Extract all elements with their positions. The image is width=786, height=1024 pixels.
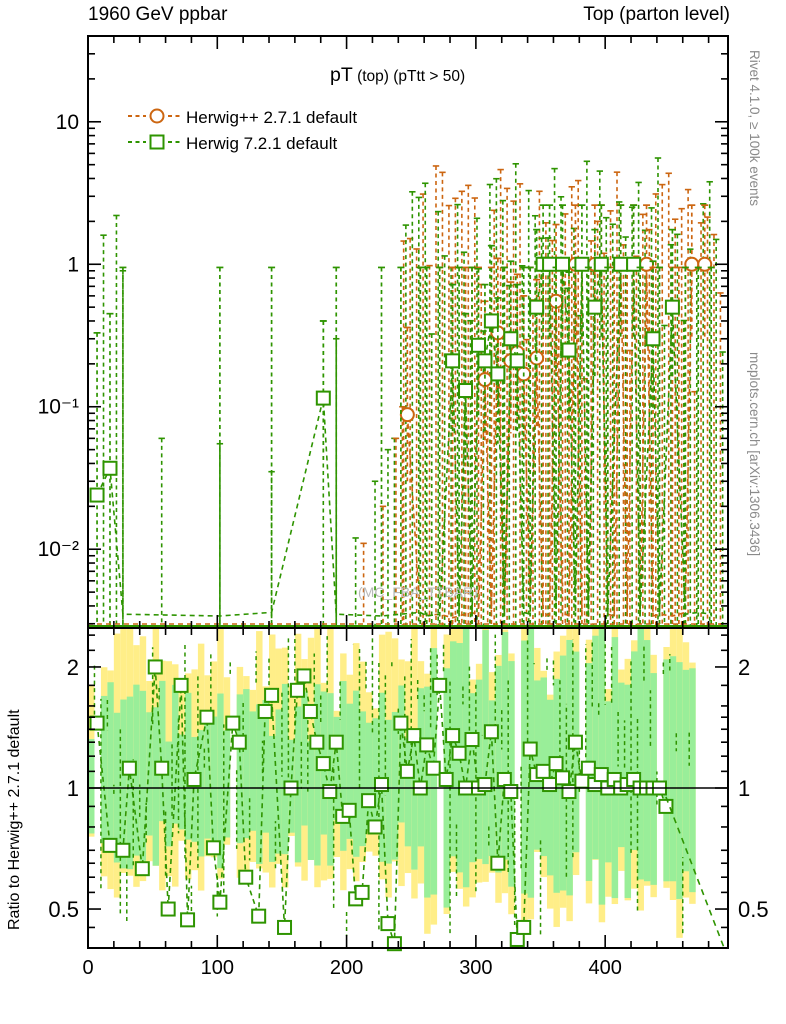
ratio-yaxis-tick-label: 1	[67, 776, 79, 801]
legend-markers	[128, 108, 182, 150]
xaxis-tick-label: 0	[82, 957, 93, 979]
main-yaxis-labels: 10 1 10⁻¹ 10⁻²	[38, 111, 79, 561]
main-xaxis-top-ticks	[87, 36, 710, 49]
plot-title-main: pT	[330, 64, 353, 86]
ratio-axis-label: Ratio to Herwig++ 2.7.1 default	[6, 709, 23, 930]
ratio-panel-frame	[87, 627, 729, 949]
header-left-label: 1960 GeV ppbar	[88, 4, 228, 25]
ratio-yaxis-tick-label-right: 1	[738, 776, 750, 801]
legend-label-1: Herwig 7.2.1 default	[186, 134, 338, 153]
ratio-xaxis-bottom-ticks: 0 100 200 300 400	[82, 935, 710, 979]
ratio-yaxis-tick-label: 0.5	[48, 897, 79, 922]
plot-title: pT (top) (pTtt > 50)	[330, 64, 465, 87]
xaxis-tick-label: 300	[459, 957, 492, 979]
watermark-label: (MC_FBA_TTBAR)	[358, 584, 478, 600]
legend-label-0: Herwig++ 2.7.1 default	[186, 108, 358, 127]
main-xaxis-bottom-ticks	[87, 615, 710, 628]
main-yaxis-tick-label: 10⁻²	[38, 538, 79, 561]
mcplots-source-label: mcplots.cern.ch [arXiv:1306.3436]	[747, 352, 762, 557]
ratio-yaxis-tick-label: 2	[67, 655, 79, 680]
series-herwig7	[89, 204, 715, 628]
plot-title-sub: (top) (pTtt > 50)	[352, 68, 466, 85]
ratio-yaxis-tick-label-right: 0.5	[738, 897, 769, 922]
ratio-tail-line	[665, 796, 725, 949]
ratio-yaxis-ticks: 2 2 1 1 0.5 0.5	[48, 634, 769, 949]
main-yaxis-tick-label: 10	[56, 111, 79, 134]
header-right-label: Top (parton level)	[583, 4, 730, 25]
ratio-yaxis-tick-label-right: 2	[738, 655, 750, 680]
main-yaxis-tick-label: 1	[67, 253, 79, 276]
rivet-version-label: Rivet 4.1.0, ≥ 100k events	[747, 50, 762, 206]
legend-marker-circle-icon	[149, 108, 165, 124]
xaxis-tick-label: 100	[201, 957, 234, 979]
xaxis-tick-label: 400	[588, 957, 621, 979]
main-yaxis-tick-label: 10⁻¹	[38, 396, 79, 419]
xaxis-tick-label: 200	[330, 957, 363, 979]
error-bar-forest	[100, 157, 726, 628]
legend-marker-square-icon	[149, 134, 165, 150]
